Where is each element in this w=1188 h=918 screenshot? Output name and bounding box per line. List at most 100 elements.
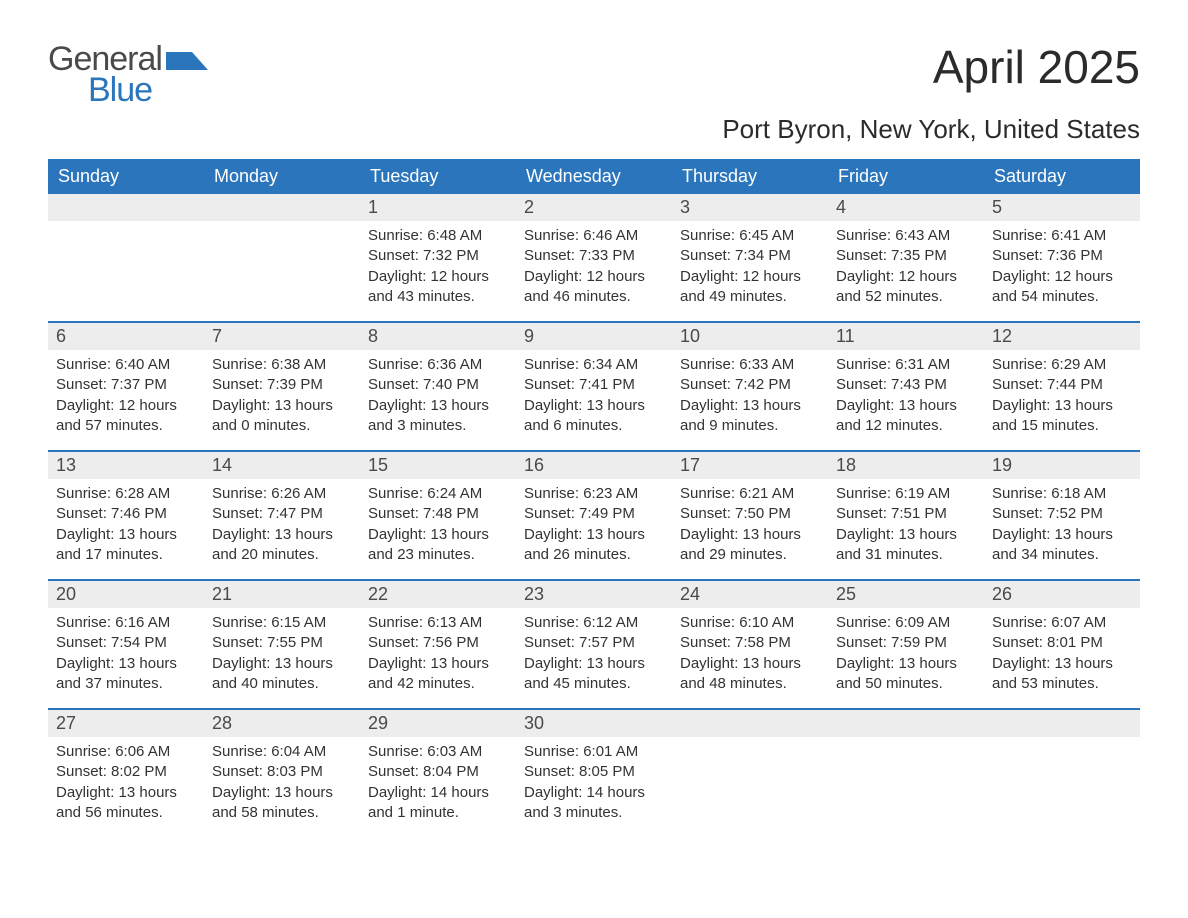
daylight-text: Daylight: 13 hours and 9 minutes. [680,396,820,437]
calendar-cell: 1Sunrise: 6:48 AMSunset: 7:32 PMDaylight… [360,194,516,322]
sunrise-text: Sunrise: 6:21 AM [680,484,820,504]
sunrise-text: Sunrise: 6:36 AM [368,355,508,375]
sunset-text: Sunset: 7:58 PM [680,633,820,653]
location-label: Port Byron, New York, United States [48,114,1140,145]
calendar-cell: 2Sunrise: 6:46 AMSunset: 7:33 PMDaylight… [516,194,672,322]
day-details: Sunrise: 6:07 AMSunset: 8:01 PMDaylight:… [984,608,1140,702]
day-number: 6 [48,323,204,350]
sunrise-text: Sunrise: 6:12 AM [524,613,664,633]
daylight-text: Daylight: 12 hours and 49 minutes. [680,267,820,308]
sunset-text: Sunset: 7:41 PM [524,375,664,395]
day-details: Sunrise: 6:03 AMSunset: 8:04 PMDaylight:… [360,737,516,831]
day-number: 14 [204,452,360,479]
calendar-cell: 23Sunrise: 6:12 AMSunset: 7:57 PMDayligh… [516,581,672,709]
day-number [48,194,204,221]
day-number: 11 [828,323,984,350]
sunrise-text: Sunrise: 6:19 AM [836,484,976,504]
day-details: Sunrise: 6:13 AMSunset: 7:56 PMDaylight:… [360,608,516,702]
sunrise-text: Sunrise: 6:29 AM [992,355,1132,375]
day-header: Sunday [48,159,204,194]
daylight-text: Daylight: 12 hours and 46 minutes. [524,267,664,308]
daylight-text: Daylight: 13 hours and 53 minutes. [992,654,1132,695]
sunset-text: Sunset: 8:05 PM [524,762,664,782]
sunrise-text: Sunrise: 6:31 AM [836,355,976,375]
calendar-cell: 14Sunrise: 6:26 AMSunset: 7:47 PMDayligh… [204,452,360,580]
day-details: Sunrise: 6:04 AMSunset: 8:03 PMDaylight:… [204,737,360,831]
sunset-text: Sunset: 7:40 PM [368,375,508,395]
calendar-cell [984,710,1140,838]
sunrise-text: Sunrise: 6:15 AM [212,613,352,633]
day-details: Sunrise: 6:41 AMSunset: 7:36 PMDaylight:… [984,221,1140,315]
day-details: Sunrise: 6:40 AMSunset: 7:37 PMDaylight:… [48,350,204,444]
calendar-cell: 16Sunrise: 6:23 AMSunset: 7:49 PMDayligh… [516,452,672,580]
day-details: Sunrise: 6:26 AMSunset: 7:47 PMDaylight:… [204,479,360,573]
daylight-text: Daylight: 14 hours and 3 minutes. [524,783,664,824]
calendar-cell: 15Sunrise: 6:24 AMSunset: 7:48 PMDayligh… [360,452,516,580]
sunset-text: Sunset: 7:51 PM [836,504,976,524]
sunset-text: Sunset: 8:02 PM [56,762,196,782]
day-number: 29 [360,710,516,737]
sunset-text: Sunset: 7:57 PM [524,633,664,653]
day-details: Sunrise: 6:09 AMSunset: 7:59 PMDaylight:… [828,608,984,702]
sunrise-text: Sunrise: 6:10 AM [680,613,820,633]
calendar-cell: 30Sunrise: 6:01 AMSunset: 8:05 PMDayligh… [516,710,672,838]
day-number: 25 [828,581,984,608]
day-number: 12 [984,323,1140,350]
calendar-cell: 6Sunrise: 6:40 AMSunset: 7:37 PMDaylight… [48,323,204,451]
daylight-text: Daylight: 13 hours and 40 minutes. [212,654,352,695]
calendar-cell: 21Sunrise: 6:15 AMSunset: 7:55 PMDayligh… [204,581,360,709]
day-header: Monday [204,159,360,194]
day-number: 13 [48,452,204,479]
day-number: 4 [828,194,984,221]
calendar-cell: 28Sunrise: 6:04 AMSunset: 8:03 PMDayligh… [204,710,360,838]
day-number: 24 [672,581,828,608]
day-details: Sunrise: 6:33 AMSunset: 7:42 PMDaylight:… [672,350,828,444]
sunset-text: Sunset: 7:54 PM [56,633,196,653]
daylight-text: Daylight: 13 hours and 23 minutes. [368,525,508,566]
day-number: 1 [360,194,516,221]
calendar-cell [204,194,360,322]
calendar-cell: 10Sunrise: 6:33 AMSunset: 7:42 PMDayligh… [672,323,828,451]
daylight-text: Daylight: 13 hours and 48 minutes. [680,654,820,695]
daylight-text: Daylight: 13 hours and 6 minutes. [524,396,664,437]
day-number: 30 [516,710,672,737]
day-details: Sunrise: 6:28 AMSunset: 7:46 PMDaylight:… [48,479,204,573]
day-details: Sunrise: 6:15 AMSunset: 7:55 PMDaylight:… [204,608,360,702]
daylight-text: Daylight: 13 hours and 12 minutes. [836,396,976,437]
sunset-text: Sunset: 7:32 PM [368,246,508,266]
calendar-cell: 18Sunrise: 6:19 AMSunset: 7:51 PMDayligh… [828,452,984,580]
daylight-text: Daylight: 13 hours and 26 minutes. [524,525,664,566]
calendar-cell: 20Sunrise: 6:16 AMSunset: 7:54 PMDayligh… [48,581,204,709]
sunset-text: Sunset: 8:04 PM [368,762,508,782]
day-details: Sunrise: 6:12 AMSunset: 7:57 PMDaylight:… [516,608,672,702]
daylight-text: Daylight: 13 hours and 0 minutes. [212,396,352,437]
calendar-cell: 5Sunrise: 6:41 AMSunset: 7:36 PMDaylight… [984,194,1140,322]
sunrise-text: Sunrise: 6:38 AM [212,355,352,375]
day-details: Sunrise: 6:10 AMSunset: 7:58 PMDaylight:… [672,608,828,702]
calendar-cell: 24Sunrise: 6:10 AMSunset: 7:58 PMDayligh… [672,581,828,709]
month-title: April 2025 [933,40,1140,94]
sunset-text: Sunset: 7:44 PM [992,375,1132,395]
daylight-text: Daylight: 12 hours and 57 minutes. [56,396,196,437]
day-number: 19 [984,452,1140,479]
day-number: 21 [204,581,360,608]
daylight-text: Daylight: 13 hours and 17 minutes. [56,525,196,566]
sunrise-text: Sunrise: 6:43 AM [836,226,976,246]
calendar-cell: 8Sunrise: 6:36 AMSunset: 7:40 PMDaylight… [360,323,516,451]
day-number: 17 [672,452,828,479]
day-details: Sunrise: 6:06 AMSunset: 8:02 PMDaylight:… [48,737,204,831]
sunset-text: Sunset: 7:34 PM [680,246,820,266]
sunrise-text: Sunrise: 6:45 AM [680,226,820,246]
sunrise-text: Sunrise: 6:28 AM [56,484,196,504]
day-number: 16 [516,452,672,479]
sunset-text: Sunset: 7:48 PM [368,504,508,524]
day-number [828,710,984,737]
calendar-cell: 29Sunrise: 6:03 AMSunset: 8:04 PMDayligh… [360,710,516,838]
day-number: 18 [828,452,984,479]
day-details: Sunrise: 6:48 AMSunset: 7:32 PMDaylight:… [360,221,516,315]
day-number: 23 [516,581,672,608]
sunrise-text: Sunrise: 6:13 AM [368,613,508,633]
day-number: 2 [516,194,672,221]
sunset-text: Sunset: 7:39 PM [212,375,352,395]
sunrise-text: Sunrise: 6:07 AM [992,613,1132,633]
